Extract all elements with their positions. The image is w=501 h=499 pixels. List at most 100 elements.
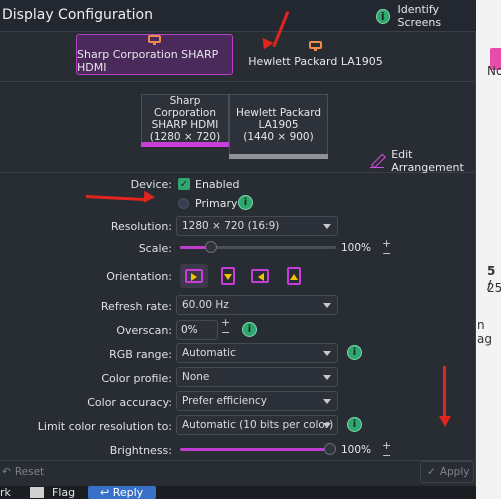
- screen-hp-la1905[interactable]: Hewlett Packard LA1905 (1440 × 900): [229, 94, 328, 159]
- display-configuration-dialog: Display Configuration i Identify Screens…: [0, 0, 476, 486]
- tab-hp-la1905[interactable]: Hewlett Packard LA1905: [248, 34, 383, 75]
- rgb-range-label: RGB range:: [109, 348, 172, 361]
- info-icon: i: [376, 8, 390, 24]
- overscan-info-icon[interactable]: i: [242, 322, 257, 337]
- scale-slider-handle[interactable]: [205, 241, 217, 253]
- undo-icon: ↶: [2, 466, 11, 478]
- orientation-portrait-button[interactable]: [214, 264, 242, 288]
- scale-label: Scale:: [138, 242, 172, 255]
- color-profile-select[interactable]: None: [176, 367, 338, 387]
- chevron-down-icon: [323, 423, 331, 428]
- screen-name-line2: LA1905: [258, 119, 299, 131]
- bottom-bar-item[interactable]: rk: [0, 486, 11, 499]
- orientation-label: Orientation:: [106, 270, 172, 283]
- resolution-select[interactable]: 1280 × 720 (16:9): [176, 216, 338, 236]
- orientation-portrait-flipped-button[interactable]: [280, 264, 308, 288]
- reset-button[interactable]: ↶ Reset: [2, 461, 44, 483]
- refresh-rate-value: 60.00 Hz: [182, 299, 229, 311]
- arrangement-area: Sharp Corporation SHARP HDMI (1280 × 720…: [0, 83, 476, 174]
- overscan-spinbox[interactable]: 0%: [176, 320, 218, 340]
- output-tabs: Sharp Corporation SHARP HDMI Hewlett Pac…: [0, 32, 476, 82]
- primary-radio[interactable]: [178, 198, 189, 209]
- primary-info-icon[interactable]: i: [238, 195, 253, 210]
- rgb-range-info-icon[interactable]: i: [347, 345, 362, 360]
- tab-sharp-hdmi[interactable]: Sharp Corporation SHARP HDMI: [76, 34, 233, 75]
- scale-value: 100%: [341, 242, 372, 254]
- chevron-down-icon: [323, 303, 331, 308]
- inverted-portrait-icon: [287, 267, 301, 285]
- chevron-down-icon: [323, 351, 331, 356]
- background-page: No 5 / 25 n ag: [475, 0, 501, 499]
- monitor-icon: [309, 41, 322, 51]
- limit-color-resolution-select[interactable]: Automatic (10 bits per color): [176, 415, 338, 435]
- scale-slider[interactable]: [180, 241, 336, 253]
- minus-icon[interactable]: −: [382, 449, 392, 462]
- chevron-down-icon: [323, 224, 331, 229]
- plus-icon[interactable]: +: [382, 237, 392, 250]
- color-accuracy-label: Color accuracy:: [87, 396, 172, 409]
- color-profile-value: None: [182, 371, 210, 383]
- brightness-value: 100%: [341, 444, 372, 456]
- orientation-landscape-button[interactable]: [180, 264, 208, 288]
- footer-divider: [0, 460, 476, 461]
- enabled-label: Enabled: [195, 178, 240, 191]
- screen-name-line2: SHARP HDMI: [151, 119, 219, 131]
- overscan-value: 0%: [181, 324, 198, 336]
- plus-icon[interactable]: +: [382, 439, 392, 452]
- edit-arrangement-button[interactable]: Edit Arrangement: [370, 148, 476, 174]
- background-accent: [490, 48, 501, 70]
- flag-icon: [30, 487, 44, 498]
- monitor-icon: [148, 35, 161, 45]
- minus-icon[interactable]: −: [221, 326, 231, 339]
- identify-screens-label: Identify Screens: [397, 3, 442, 29]
- reply-button[interactable]: ↩ Reply: [88, 486, 156, 499]
- background-text-3: 25: [487, 281, 501, 295]
- background-text-2: 5 /: [487, 264, 496, 292]
- edit-arrangement-label: Edit Arrangement: [391, 148, 464, 174]
- brightness-slider-fill: [180, 448, 336, 451]
- screen-sharp-hdmi[interactable]: Sharp Corporation SHARP HDMI (1280 × 720…: [141, 94, 229, 147]
- orientation-inverted-button[interactable]: [246, 264, 274, 288]
- brightness-slider[interactable]: [180, 443, 336, 455]
- check-icon: ✓: [427, 466, 436, 478]
- reply-icon: ↩: [100, 486, 113, 499]
- overscan-label: Overscan:: [116, 324, 172, 337]
- limit-color-resolution-label: Limit color resolution to:: [37, 420, 172, 433]
- inverted-landscape-icon: [251, 269, 269, 283]
- tab-label: Hewlett Packard LA1905: [248, 55, 383, 68]
- color-profile-label: Color profile:: [101, 372, 172, 385]
- rgb-range-value: Automatic: [182, 347, 236, 359]
- window-title: Display Configuration: [2, 7, 153, 23]
- screen-name-line1: Sharp Corporation: [153, 95, 217, 119]
- screen-resolution: (1280 × 720): [149, 131, 221, 143]
- background-text-4: n ag: [477, 318, 492, 346]
- refresh-rate-label: Refresh rate:: [100, 300, 172, 313]
- apply-button[interactable]: ✓ Apply: [420, 461, 474, 483]
- identify-screens-button[interactable]: i Identify Screens: [376, 3, 476, 29]
- titlebar: Display Configuration i Identify Screens: [0, 0, 476, 32]
- plus-icon[interactable]: +: [221, 316, 231, 329]
- flag-button[interactable]: Flag: [52, 486, 76, 499]
- device-label: Device:: [130, 178, 172, 191]
- limit-color-resolution-value: Automatic (10 bits per color): [182, 419, 334, 431]
- reply-label: Reply: [112, 486, 144, 499]
- resolution-label: Resolution:: [110, 220, 172, 233]
- portrait-icon: [221, 267, 235, 285]
- background-text-1: No: [487, 64, 501, 78]
- landscape-icon: [185, 269, 203, 283]
- tab-label: Sharp Corporation SHARP HDMI: [77, 48, 219, 74]
- minus-icon[interactable]: −: [382, 247, 392, 260]
- primary-label: Primary: [195, 197, 238, 210]
- rgb-range-select[interactable]: Automatic: [176, 343, 338, 363]
- scale-slider-fill: [180, 246, 211, 249]
- brightness-label: Brightness:: [109, 444, 172, 457]
- limit-color-info-icon[interactable]: i: [347, 417, 362, 432]
- chevron-down-icon: [323, 399, 331, 404]
- resolution-value: 1280 × 720 (16:9): [182, 220, 280, 232]
- brightness-slider-handle[interactable]: [324, 443, 336, 455]
- color-accuracy-select[interactable]: Prefer efficiency: [176, 391, 338, 411]
- screen-name-line1: Hewlett Packard: [235, 107, 322, 119]
- apply-label: Apply: [439, 466, 470, 478]
- enabled-checkbox[interactable]: ✓: [178, 178, 190, 190]
- refresh-rate-select[interactable]: 60.00 Hz: [176, 295, 338, 315]
